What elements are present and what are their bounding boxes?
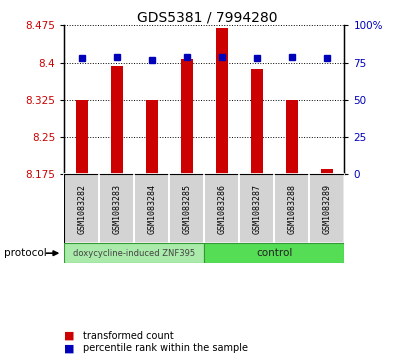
Text: doxycycline-induced ZNF395: doxycycline-induced ZNF395	[73, 249, 195, 258]
Bar	[274, 174, 310, 243]
Bar	[205, 243, 344, 263]
Bar	[76, 100, 88, 174]
Bar	[134, 174, 169, 243]
Bar	[321, 169, 333, 174]
Text: GSM1083283: GSM1083283	[112, 184, 121, 234]
Text: GSM1083282: GSM1083282	[77, 184, 86, 234]
Bar	[205, 174, 239, 243]
Text: protocol: protocol	[4, 248, 47, 258]
Bar	[64, 174, 99, 243]
Bar	[169, 174, 204, 243]
Text: transformed count: transformed count	[83, 331, 174, 341]
Bar	[310, 174, 344, 243]
Bar	[239, 174, 274, 243]
Text: ■: ■	[64, 331, 75, 341]
Text: GSM1083285: GSM1083285	[182, 184, 191, 234]
Text: GSM1083287: GSM1083287	[252, 184, 261, 234]
Bar	[286, 100, 298, 174]
Text: GSM1083288: GSM1083288	[288, 184, 296, 234]
Text: percentile rank within the sample: percentile rank within the sample	[83, 343, 248, 354]
Text: GSM1083289: GSM1083289	[322, 184, 332, 234]
Bar	[216, 28, 228, 174]
Bar	[64, 243, 205, 263]
Text: ■: ■	[64, 343, 75, 354]
Bar	[111, 66, 123, 174]
Text: control: control	[256, 248, 293, 258]
Text: GSM1083284: GSM1083284	[147, 184, 156, 234]
Text: GSM1083286: GSM1083286	[217, 184, 227, 234]
Bar	[251, 69, 263, 174]
Bar	[181, 59, 193, 174]
Bar	[146, 100, 158, 174]
Text: GDS5381 / 7994280: GDS5381 / 7994280	[137, 11, 278, 25]
Bar	[99, 174, 134, 243]
